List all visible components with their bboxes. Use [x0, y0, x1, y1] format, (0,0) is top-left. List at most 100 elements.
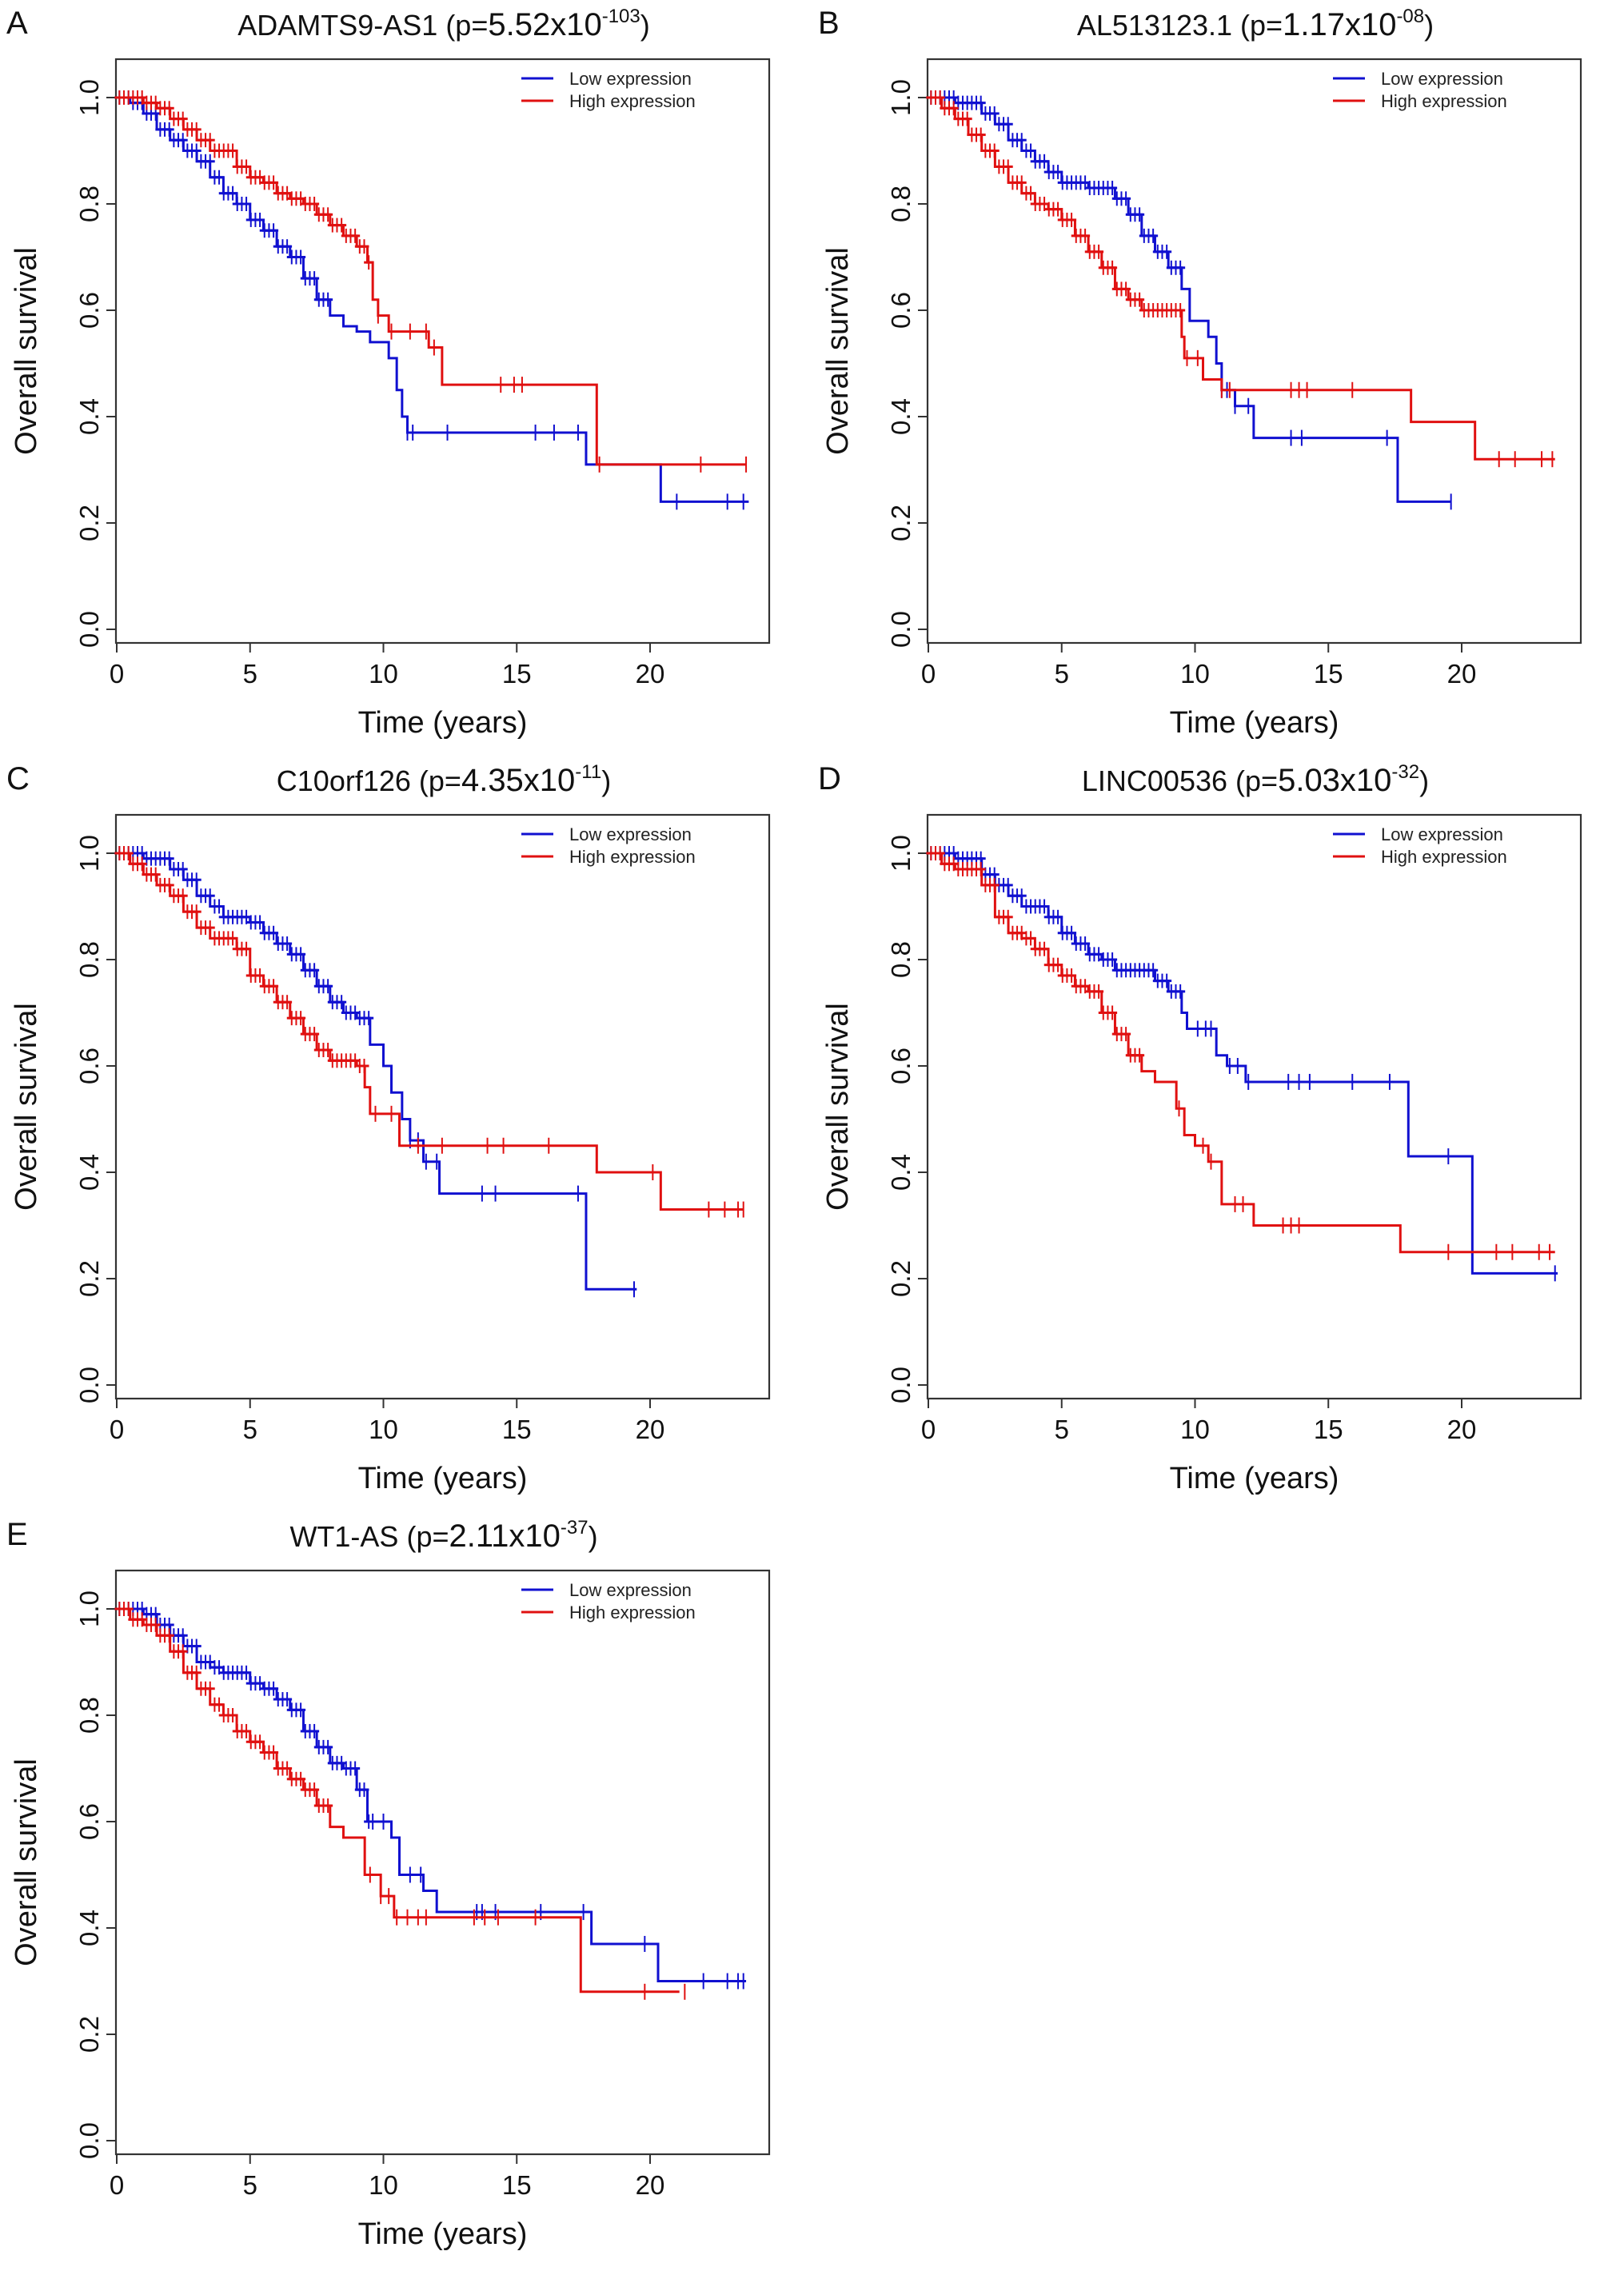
y-tick-label: 0.2: [886, 505, 916, 541]
x-tick-label: 10: [369, 659, 398, 688]
x-tick-label: 15: [502, 1415, 532, 1444]
panel-d: D LINC00536 (p=5.03x10-32) 0.0 0.2 0.4 0.6 0.8…: [812, 756, 1623, 1507]
x-tick-label: 20: [1447, 1415, 1477, 1444]
title-suffix: ): [640, 9, 650, 42]
y-tick-label: 1.0: [886, 79, 916, 116]
y-tick-label: 1.0: [886, 835, 916, 872]
y-axis-label: Overall survival: [10, 1758, 43, 1966]
panel-c: C C10orf126 (p=4.35x10-11) 0.0 0.2 0.4 0.6 0.8…: [0, 756, 812, 1507]
x-tick-label: 0: [110, 2170, 124, 2200]
y-tick-label: 0.2: [74, 1260, 104, 1297]
chart-title: AL513123.1 (p=1.17x10-08): [1077, 6, 1434, 42]
y-axis-label: Overall survival: [821, 1003, 855, 1211]
panel-a: A ADAMTS9-AS1 (p=5.52x10-103) 0.0 0.2 0.4 0.6…: [0, 0, 812, 752]
y-tick-label: 0.4: [886, 398, 916, 435]
y-tick-label: 0.8: [74, 1697, 104, 1734]
chart-title: LINC00536 (p=5.03x10-32): [1082, 761, 1429, 798]
x-tick-label: 15: [1314, 659, 1343, 688]
x-tick-label: 20: [636, 2170, 665, 2200]
plot-frame: [926, 813, 1582, 1400]
y-tick-label: 0.8: [74, 941, 104, 978]
title-gene: AL513123.1: [1077, 9, 1232, 42]
title-p-exponent: -11: [575, 761, 601, 783]
title-p-mantissa: 2.11x10: [449, 1519, 561, 1554]
title-p-prefix: (p=: [437, 9, 488, 42]
title-p-mantissa: 5.03x10: [1278, 763, 1391, 798]
y-tick-label: 0.8: [74, 186, 104, 222]
plot-frame: [114, 813, 771, 1400]
series-high-expression: [926, 90, 1555, 468]
title-gene: LINC00536: [1082, 764, 1227, 797]
series-high-expression: [114, 846, 744, 1218]
y-tick-label: 0.0: [886, 611, 916, 648]
x-tick-label: 10: [369, 2170, 398, 2200]
panel-letter: B: [818, 6, 840, 41]
title-p-exponent: -37: [561, 1517, 589, 1539]
survival-curve: [928, 852, 1555, 1254]
legend-entry: Low expression: [569, 69, 692, 89]
title-suffix: ): [1424, 9, 1434, 42]
plot-frame: [114, 1569, 771, 2156]
x-tick-label: 20: [636, 1415, 665, 1444]
survival-curve: [117, 96, 747, 466]
y-tick-label: 0.0: [886, 1367, 916, 1403]
title-p-prefix: (p=: [1227, 764, 1278, 797]
y-axis-label: Overall survival: [10, 247, 43, 455]
title-p-mantissa: 4.35x10: [461, 763, 575, 798]
y-tick-label: 0.2: [74, 505, 104, 541]
legend-entry: Low expression: [1381, 69, 1503, 89]
km-chart-e: E WT1-AS (p=2.11x10-37) 0.0 0.2 0.4 0.6 0.8 1.0…: [6, 1517, 771, 2251]
title-p-exponent: -08: [1396, 6, 1424, 27]
series-high-expression: [114, 1602, 686, 2000]
legend-entry: High expression: [1381, 91, 1507, 111]
legend-entry: High expression: [569, 91, 696, 111]
title-p-exponent: -32: [1391, 761, 1419, 783]
series-low-expression: [114, 90, 749, 510]
legend-entry: Low expression: [1381, 824, 1503, 844]
series-high-expression: [926, 846, 1555, 1260]
panel-letter: D: [818, 761, 841, 796]
y-tick-label: 1.0: [74, 1591, 104, 1627]
km-chart-d: D LINC00536 (p=5.03x10-32) 0.0 0.2 0.4 0.6 0.8…: [818, 761, 1582, 1495]
title-p-mantissa: 1.17x10: [1283, 7, 1396, 42]
title-p-prefix: (p=: [1232, 9, 1283, 42]
x-tick-label: 5: [1055, 1415, 1069, 1444]
y-tick-label: 0.6: [74, 1803, 104, 1840]
x-tick-label: 5: [1055, 659, 1069, 688]
y-tick-label: 1.0: [74, 835, 104, 872]
title-suffix: ): [589, 1520, 598, 1553]
y-axis-label: Overall survival: [10, 1003, 43, 1211]
km-chart-c: C C10orf126 (p=4.35x10-11) 0.0 0.2 0.4 0.6 0.8…: [6, 761, 771, 1495]
x-tick-label: 5: [243, 2170, 257, 2200]
x-tick-label: 0: [921, 1415, 936, 1444]
panel-letter: E: [6, 1517, 28, 1552]
x-tick-label: 5: [243, 1415, 257, 1444]
x-axis-label: Time (years): [1170, 706, 1339, 740]
x-tick-label: 15: [1314, 1415, 1343, 1444]
y-tick-label: 0.4: [74, 398, 104, 435]
panel-letter: A: [6, 6, 28, 41]
title-p-exponent: -103: [602, 6, 640, 27]
y-tick-label: 0.8: [886, 186, 916, 222]
y-tick-label: 0.2: [74, 2016, 104, 2053]
survival-curve: [117, 852, 637, 1291]
plot-frame: [114, 58, 771, 645]
legend-entry: High expression: [569, 1603, 696, 1622]
panel-e: E WT1-AS (p=2.11x10-37) 0.0 0.2 0.4 0.6 0.8 1.0…: [0, 1511, 812, 2263]
x-tick-label: 10: [1180, 659, 1210, 688]
title-p-mantissa: 5.52x10: [488, 7, 601, 42]
series-low-expression: [926, 90, 1452, 510]
x-tick-label: 20: [636, 659, 665, 688]
y-tick-label: 1.0: [74, 79, 104, 116]
y-tick-label: 0.0: [74, 2122, 104, 2159]
x-axis-label: Time (years): [358, 2217, 528, 2251]
legend-entry: Low expression: [569, 824, 692, 844]
plot-frame: [926, 58, 1582, 645]
y-tick-label: 0.6: [74, 1048, 104, 1084]
y-tick-label: 0.4: [886, 1154, 916, 1191]
chart-title: C10orf126 (p=4.35x10-11): [277, 761, 611, 798]
